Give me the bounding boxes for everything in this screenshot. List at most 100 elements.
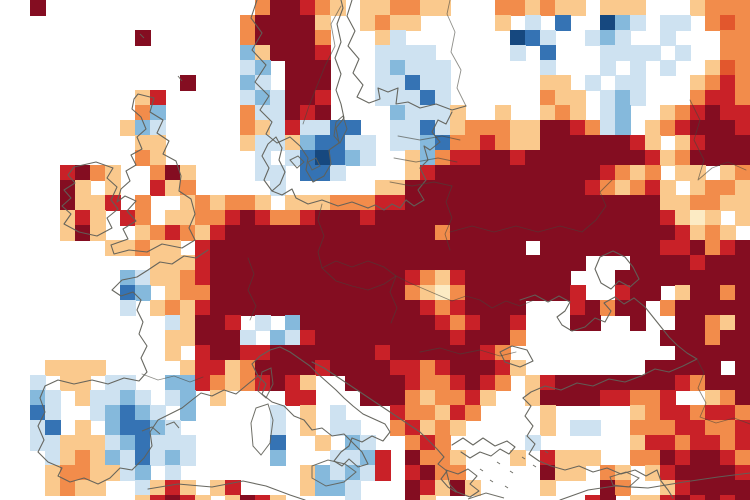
heatmap-cell-run: [510, 330, 526, 346]
heatmap-cell-run: [225, 375, 241, 391]
heatmap-cell-run: [735, 420, 750, 436]
heatmap-cell-run: [210, 375, 226, 391]
heatmap-cell-run: [675, 210, 691, 226]
heatmap-cell-run: [660, 195, 691, 211]
heatmap-cell-run: [420, 435, 436, 451]
heatmap-cell-run: [285, 60, 331, 76]
heatmap-cell-run: [150, 90, 166, 106]
heatmap-cell-run: [210, 255, 586, 271]
heatmap-cell-run: [255, 150, 271, 166]
heatmap-cell-run: [420, 465, 436, 481]
heatmap-cell-run: [420, 285, 436, 301]
heatmap-cell-run: [240, 120, 256, 136]
heatmap-cell-run: [420, 0, 451, 16]
heatmap-cell-run: [405, 285, 421, 301]
heatmap-cell-run: [585, 180, 601, 196]
heatmap-cell-run: [480, 135, 496, 151]
heatmap-cell-run: [60, 375, 91, 391]
heatmap-cell-run: [600, 45, 661, 61]
heatmap-cell-run: [105, 165, 121, 181]
heatmap-cell-run: [315, 150, 331, 166]
heatmap-cell-run: [690, 135, 706, 151]
heatmap-cell-run: [420, 165, 436, 181]
heatmap-cell-run: [705, 390, 721, 406]
heatmap-cell-run: [330, 120, 361, 136]
heatmap-cell-run: [450, 480, 466, 496]
heatmap-cell-run: [30, 375, 46, 391]
heatmap-cell-run: [675, 105, 691, 121]
heatmap-cell-run: [660, 105, 676, 121]
heatmap-cell-run: [210, 345, 241, 361]
heatmap-cell-run: [270, 345, 376, 361]
heatmap-cell-run: [255, 210, 271, 226]
heatmap-cell-run: [45, 450, 61, 466]
heatmap-cell-run: [300, 150, 316, 166]
heatmap-cell-run: [660, 405, 691, 421]
heatmap-cell-run: [30, 405, 46, 421]
heatmap-cell-run: [225, 480, 241, 496]
heatmap-cell-run: [405, 450, 421, 466]
heatmap-cell-run: [675, 150, 691, 166]
heatmap-cell-run: [390, 60, 406, 76]
heatmap-cell-run: [195, 300, 211, 316]
heatmap-cell-run: [315, 360, 331, 376]
heatmap-cell-run: [420, 300, 436, 316]
heatmap-cell-run: [30, 420, 46, 436]
heatmap-cell-run: [60, 180, 76, 196]
heatmap-cell-run: [75, 165, 91, 181]
heatmap-cell-run: [135, 465, 151, 481]
heatmap-cell-run: [60, 165, 76, 181]
heatmap-cell-run: [360, 0, 391, 16]
heatmap-cell-run: [285, 105, 301, 121]
heatmap-cell-run: [465, 390, 481, 406]
heatmap-cell-run: [240, 75, 256, 91]
heatmap-cell-run: [225, 315, 241, 331]
heatmap-cell-run: [525, 150, 646, 166]
heatmap-cell-run: [690, 285, 721, 301]
heatmap-cell-run: [390, 420, 406, 436]
heatmap-cell-run: [360, 450, 376, 466]
heatmap-cell-run: [330, 405, 346, 421]
heatmap-cell-run: [165, 420, 181, 436]
heatmap-cell-run: [30, 435, 61, 451]
heatmap-cell-run: [300, 480, 316, 496]
heatmap-cell-run: [270, 210, 301, 226]
heatmap-cell-run: [315, 45, 331, 61]
heatmap-cell-run: [480, 150, 511, 166]
heatmap-cell-run: [30, 390, 46, 406]
heatmap-cell-run: [180, 405, 196, 421]
heatmap-cell-run: [375, 15, 391, 31]
heatmap-cell-run: [435, 225, 451, 241]
heatmap-cell-run: [540, 240, 661, 256]
heatmap-cell-run: [405, 150, 421, 166]
heatmap-cell-run: [495, 360, 511, 376]
heatmap-cell-run: [735, 435, 750, 451]
heatmap-cell-run: [690, 180, 706, 196]
heatmap-cell-run: [690, 450, 721, 466]
heatmap-cell-run: [495, 0, 526, 16]
heatmap-cell-run: [120, 120, 136, 136]
heatmap-cell-run: [255, 90, 271, 106]
heatmap-cell-run: [240, 45, 256, 61]
heatmap-cell-run: [90, 390, 121, 406]
heatmap-cell-run: [255, 495, 271, 500]
heatmap-cell-run: [135, 30, 151, 46]
heatmap-cell-run: [435, 120, 451, 136]
heatmap-cell-run: [165, 450, 181, 466]
heatmap-cell-run: [90, 210, 106, 226]
heatmap-cell-run: [585, 495, 601, 500]
heatmap-cell-run: [285, 120, 301, 136]
heatmap-cell-run: [330, 195, 376, 211]
heatmap-cell-run: [645, 180, 661, 196]
heatmap-cell-run: [405, 375, 421, 391]
heatmap-cell-run: [120, 390, 136, 406]
heatmap-cell-run: [360, 390, 406, 406]
heatmap-cell-run: [180, 450, 196, 466]
heatmap-cell-run: [75, 210, 91, 226]
heatmap-cell-run: [300, 330, 316, 346]
heatmap-cell-run: [570, 300, 586, 316]
heatmap-cell-run: [480, 315, 511, 331]
heatmap-cell-run: [375, 195, 406, 211]
heatmap-cell-run: [435, 360, 451, 376]
